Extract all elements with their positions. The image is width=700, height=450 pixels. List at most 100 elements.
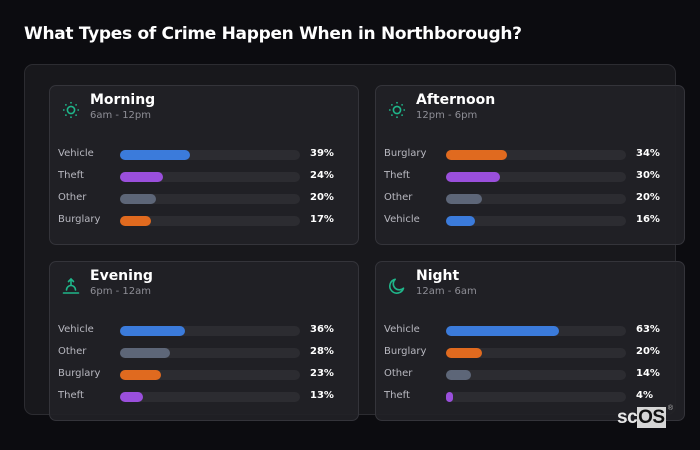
scos-logo: scOS ® (617, 405, 673, 429)
bar-track (446, 348, 626, 358)
crime-label: Other (58, 192, 87, 203)
card-afternoon: Afternoon 12pm - 6pm Burglary 34% Theft … (375, 85, 685, 245)
bar-fill (446, 370, 472, 380)
crime-label: Vehicle (384, 324, 420, 335)
bar-fill (446, 172, 500, 182)
bar-track (120, 150, 300, 160)
crime-percent: 4% (636, 390, 653, 401)
crime-percent: 34% (636, 148, 660, 159)
crime-label: Theft (58, 390, 84, 401)
crime-label: Theft (384, 170, 410, 181)
crime-percent: 30% (636, 170, 660, 181)
crime-label: Burglary (384, 346, 427, 357)
sun-icon (388, 101, 406, 119)
crime-label: Vehicle (58, 324, 94, 335)
bar-fill (120, 194, 156, 204)
bar-track (120, 326, 300, 336)
bar-fill (446, 216, 475, 226)
crime-row: Vehicle 63% (384, 323, 684, 345)
crime-row: Theft 24% (58, 169, 358, 191)
card-time-range: 6am - 12pm (90, 110, 152, 121)
bar-track (120, 216, 300, 226)
page-title: What Types of Crime Happen When in North… (24, 24, 522, 44)
crime-row: Theft 30% (384, 169, 684, 191)
crime-row: Burglary 34% (384, 147, 684, 169)
crime-row: Vehicle 39% (58, 147, 358, 169)
crime-row: Theft 13% (58, 389, 358, 411)
logo-prefix: sc (617, 407, 638, 428)
bar-fill (120, 150, 191, 160)
crime-label: Other (58, 346, 87, 357)
crime-label: Burglary (58, 214, 101, 225)
card-morning: Morning 6am - 12pm Vehicle 39% Theft 24%… (49, 85, 359, 245)
crime-percent: 63% (636, 324, 660, 335)
bar-track (120, 172, 300, 182)
crime-bar-list: Vehicle 39% Theft 24% Other 20% Burglary… (58, 147, 358, 235)
crime-row: Vehicle 16% (384, 213, 684, 235)
bar-track (446, 326, 626, 336)
crime-percent: 39% (310, 148, 334, 159)
crime-bar-list: Burglary 34% Theft 30% Other 20% Vehicle… (384, 147, 684, 235)
crime-label: Other (384, 368, 413, 379)
card-night: Night 12am - 6am Vehicle 63% Burglary 20… (375, 261, 685, 421)
card-title: Afternoon (416, 92, 496, 108)
sunset-icon (62, 277, 80, 294)
bar-track (120, 370, 300, 380)
crime-percent: 36% (310, 324, 334, 335)
crime-row: Burglary 20% (384, 345, 684, 367)
registered-mark: ® (667, 405, 673, 412)
crime-label: Vehicle (58, 148, 94, 159)
crime-row: Other 20% (384, 191, 684, 213)
sun-icon (62, 101, 80, 119)
crime-percent: 14% (636, 368, 660, 379)
crime-row: Theft 4% (384, 389, 684, 411)
crime-percent: 20% (636, 192, 660, 203)
crime-row: Other 20% (58, 191, 358, 213)
crime-percent: 17% (310, 214, 334, 225)
crime-row: Other 28% (58, 345, 358, 367)
bar-fill (446, 392, 454, 402)
crime-bar-list: Vehicle 36% Other 28% Burglary 23% Theft… (58, 323, 358, 411)
bar-fill (120, 348, 171, 358)
card-title: Morning (90, 92, 156, 108)
card-time-range: 12am - 6am (416, 286, 477, 297)
card-title: Night (416, 268, 460, 284)
crime-label: Burglary (58, 368, 101, 379)
bar-track (446, 216, 626, 226)
crime-percent: 23% (310, 368, 334, 379)
bar-track (446, 172, 626, 182)
bar-fill (120, 216, 151, 226)
bar-fill (120, 392, 144, 402)
crime-percent: 24% (310, 170, 334, 181)
bar-fill (446, 150, 508, 160)
logo-highlight: OS (637, 407, 666, 428)
crime-percent: 13% (310, 390, 334, 401)
crime-row: Burglary 17% (58, 213, 358, 235)
bar-fill (120, 326, 185, 336)
crime-bar-list: Vehicle 63% Burglary 20% Other 14% Theft… (384, 323, 684, 411)
bar-track (120, 392, 300, 402)
crime-percent: 20% (636, 346, 660, 357)
bar-fill (446, 326, 560, 336)
crime-percent: 28% (310, 346, 334, 357)
bar-track (446, 392, 626, 402)
bar-track (446, 150, 626, 160)
bar-fill (446, 348, 482, 358)
crime-label: Other (384, 192, 413, 203)
crime-label: Theft (384, 390, 410, 401)
crime-row: Vehicle 36% (58, 323, 358, 345)
card-evening: Evening 6pm - 12am Vehicle 36% Other 28%… (49, 261, 359, 421)
bar-fill (120, 172, 164, 182)
crime-label: Vehicle (384, 214, 420, 225)
crime-label: Theft (58, 170, 84, 181)
crime-row: Burglary 23% (58, 367, 358, 389)
bar-fill (446, 194, 482, 204)
card-time-range: 12pm - 6pm (416, 110, 478, 121)
bar-fill (120, 370, 162, 380)
crime-percent: 16% (636, 214, 660, 225)
crime-label: Burglary (384, 148, 427, 159)
card-time-range: 6pm - 12am (90, 286, 152, 297)
bar-track (120, 194, 300, 204)
bar-track (120, 348, 300, 358)
bar-track (446, 370, 626, 380)
